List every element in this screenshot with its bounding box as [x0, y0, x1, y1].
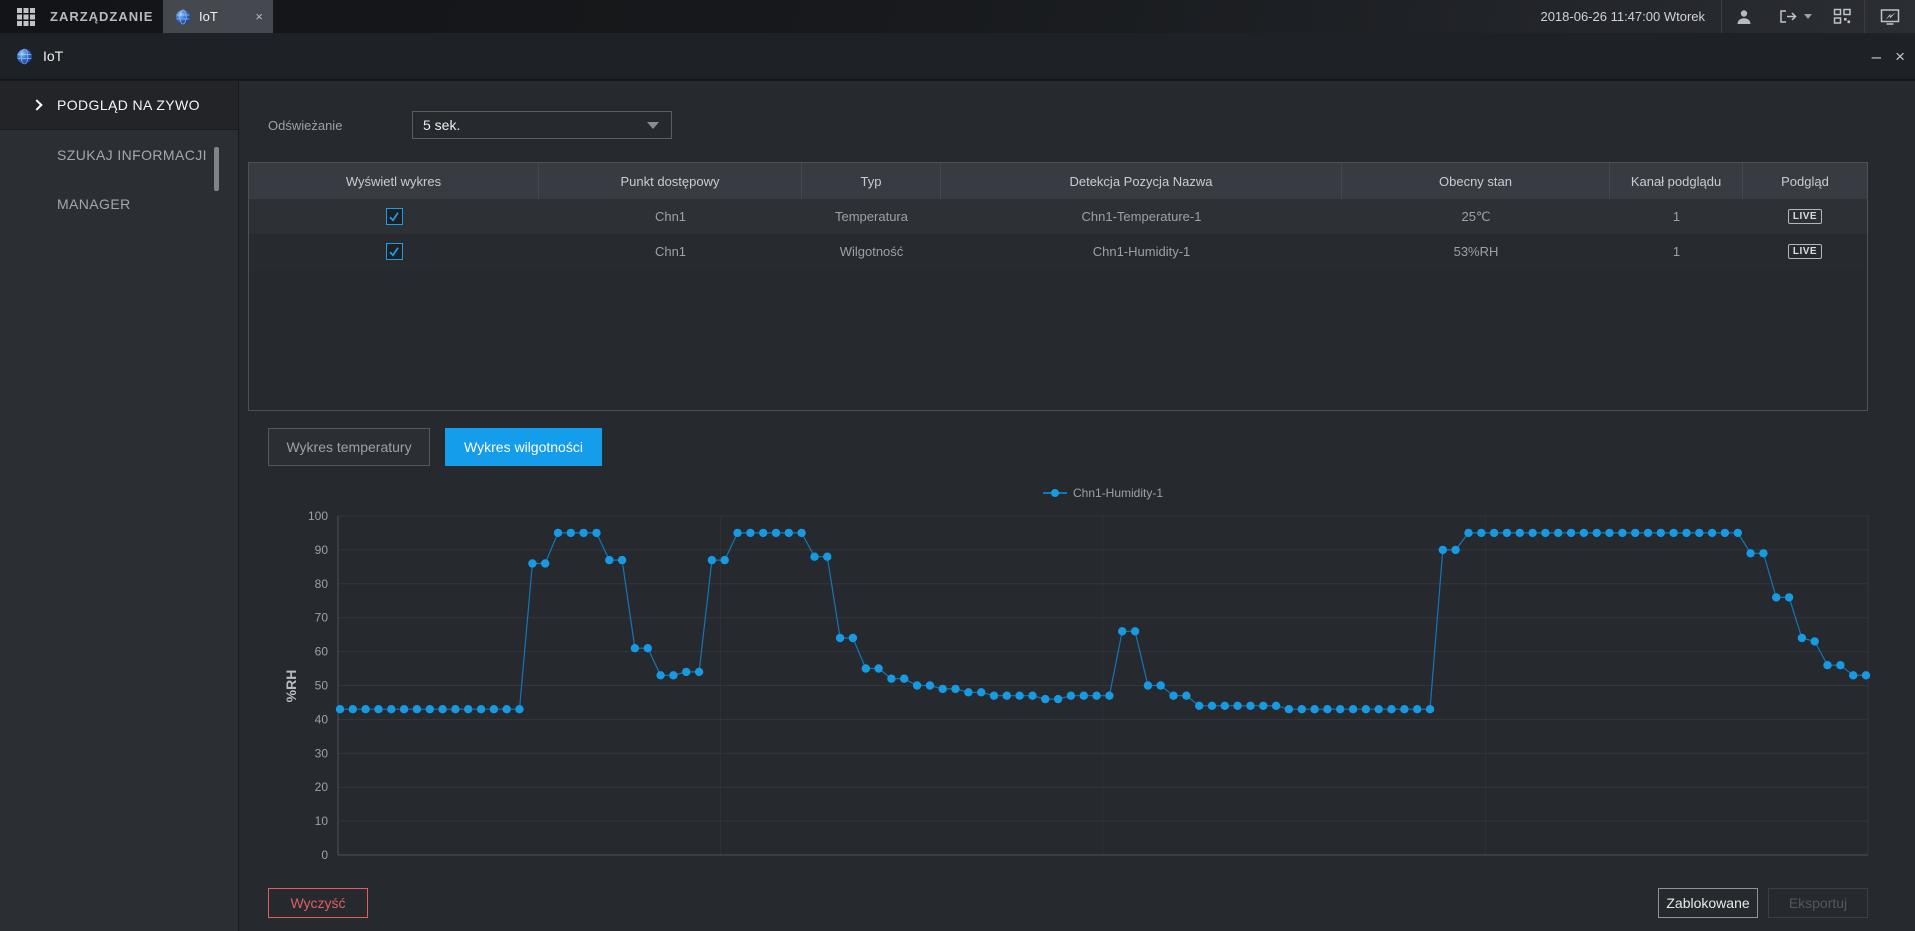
user-icon[interactable]: [1733, 7, 1755, 27]
tab-temperature-chart[interactable]: Wykres temperatury: [268, 428, 430, 466]
svg-text:10: 10: [315, 814, 329, 828]
header-detekcja-pozycja-nazwa: Detekcja Pozycja Nazwa: [941, 163, 1342, 199]
minimize-button[interactable]: –: [1871, 47, 1882, 66]
header-obecny-stan: Obecny stan: [1342, 163, 1610, 199]
svg-text:20: 20: [315, 780, 329, 794]
svg-text:100: 100: [308, 509, 328, 523]
sidebar: PODGLĄD NA ZYWO SZUKAJ INFORMACJI MANAGE…: [0, 81, 238, 931]
svg-text:50: 50: [315, 679, 329, 693]
cell-state: 25℃: [1461, 208, 1491, 224]
apps-grid-icon[interactable]: [16, 7, 36, 27]
table-row-temperature: Chn1 Temperatura Chn1-Temperature-1 25℃ …: [249, 199, 1867, 234]
sidebar-item-label: MANAGER: [57, 195, 131, 212]
svg-text:0: 0: [321, 848, 328, 862]
live-button[interactable]: LIVE: [1787, 209, 1823, 224]
window-title-bar: IoT – ×: [0, 33, 1915, 80]
header-kanal-podgladu: Kanał podglądu: [1610, 163, 1743, 199]
cell-name: Chn1-Temperature-1: [1081, 209, 1202, 224]
datetime-label: 2018-06-26 11:47:00 Wtorek: [1540, 9, 1705, 24]
refresh-label: Odświeżanie: [268, 118, 343, 133]
chevron-right-icon: [31, 99, 43, 111]
cell-channel: 1: [1672, 244, 1681, 259]
divider: [1721, 0, 1722, 33]
cell-name: Chn1-Humidity-1: [1092, 244, 1191, 259]
svg-text:40: 40: [315, 712, 329, 726]
cell-state: 53%RH: [1453, 244, 1499, 259]
svg-text:70: 70: [315, 611, 329, 625]
cell-type: Wilgotność: [839, 244, 904, 259]
sidebar-scrollbar-thumb[interactable]: [214, 147, 219, 191]
table-row-humidity: Chn1 Wilgotność Chn1-Humidity-1 53%RH 1 …: [249, 234, 1867, 269]
top-bar-right: 2018-06-26 11:47:00 Wtorek: [1540, 0, 1915, 33]
sensors-table: Wyświetl wykres Punkt dostępowy Typ Dete…: [248, 162, 1868, 411]
show-chart-checkbox[interactable]: [385, 208, 403, 225]
header-wyswietl-wykres: Wyświetl wykres: [249, 163, 539, 199]
tab-iot[interactable]: IoT ×: [163, 0, 273, 33]
logout-icon[interactable]: [1777, 7, 1799, 27]
svg-text:30: 30: [315, 746, 329, 760]
cell-channel: 1: [1672, 209, 1681, 224]
close-button[interactable]: ×: [1895, 47, 1905, 66]
qr-code-icon[interactable]: [1831, 7, 1853, 27]
humidity-chart: 0 10 20 30 40 50 60 70 80 90 100 %RH: [283, 509, 1871, 862]
header-podglad: Podgląd: [1781, 173, 1829, 189]
clear-button[interactable]: Wyczyść: [268, 888, 368, 918]
header-typ: Typ: [802, 163, 941, 199]
show-chart-checkbox[interactable]: [385, 243, 403, 260]
refresh-interval-value: 5 sek.: [423, 117, 461, 133]
sidebar-item-szukaj-informacji[interactable]: SZUKAJ INFORMACJI: [0, 130, 238, 179]
refresh-interval-dropdown[interactable]: 5 sek.: [412, 111, 672, 139]
divider: [1864, 0, 1865, 33]
globe-icon: [176, 9, 190, 24]
menu-zarzadzanie[interactable]: ZARZĄDZANIE: [50, 9, 154, 24]
window-title: IoT: [43, 48, 64, 64]
logout-caret-icon[interactable]: [1804, 14, 1812, 19]
tab-humidity-chart[interactable]: Wykres wilgotności: [445, 428, 602, 466]
export-button: Eksportuj: [1768, 888, 1868, 918]
tab-close-icon[interactable]: ×: [255, 9, 263, 24]
svg-text:80: 80: [315, 577, 329, 591]
sidebar-item-manager[interactable]: MANAGER: [0, 179, 238, 228]
legend-series-name: Chn1-Humidity-1: [1073, 486, 1164, 500]
cell-access-point: Chn1: [654, 209, 687, 224]
legend-marker-icon: [1043, 489, 1067, 497]
sidebar-item-podglad-na-zywo[interactable]: PODGLĄD NA ZYWO: [0, 81, 238, 130]
svg-text:%RH: %RH: [283, 670, 299, 703]
monitor-icon[interactable]: [1879, 7, 1901, 27]
table-header-row: Wyświetl wykres Punkt dostępowy Typ Dete…: [249, 163, 1867, 199]
chevron-down-icon: [647, 121, 659, 129]
svg-text:90: 90: [315, 543, 329, 557]
top-tab-bar: ZARZĄDZANIE IoT × 2018-06-26 11:47:00 Wt…: [0, 0, 1915, 33]
cell-access-point: Chn1: [654, 244, 687, 259]
live-button[interactable]: LIVE: [1787, 244, 1823, 259]
sidebar-item-label: SZUKAJ INFORMACJI: [57, 146, 207, 163]
globe-icon: [17, 48, 32, 64]
svg-text:60: 60: [315, 645, 329, 659]
header-punkt-dostepowy: Punkt dostępowy: [539, 163, 802, 199]
cell-type: Temperatura: [835, 209, 908, 224]
tab-iot-label: IoT: [199, 9, 218, 24]
locked-button[interactable]: Zablokowane: [1658, 888, 1758, 918]
sidebar-item-label: PODGLĄD NA ZYWO: [57, 97, 200, 113]
chart-legend: Chn1-Humidity-1: [1043, 486, 1163, 500]
